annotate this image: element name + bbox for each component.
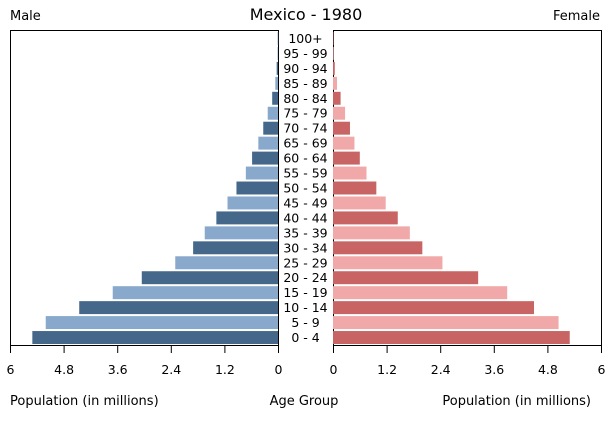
female-bar — [333, 106, 346, 120]
male-bar — [175, 256, 278, 270]
male-bar — [141, 271, 278, 285]
female-bar — [333, 316, 559, 330]
male-bar — [112, 286, 278, 300]
age-group-label: 50 - 54 — [283, 181, 327, 196]
male-bar — [272, 91, 278, 105]
axis-tick-label: 3.6 — [108, 362, 128, 377]
axis-tick-label: 1.2 — [215, 362, 235, 377]
male-bar — [258, 136, 278, 150]
age-group-label: 40 - 44 — [283, 210, 327, 225]
age-group-label: 10 - 14 — [283, 300, 327, 315]
axis-tick-label: 3.6 — [484, 362, 504, 377]
age-group-label: 0 - 4 — [291, 330, 319, 345]
age-group-label: 45 - 49 — [283, 195, 327, 210]
age-group-label: 80 - 84 — [283, 91, 327, 106]
female-x-axis: 0 1.2 2.4 3.6 4.8 6 — [330, 345, 606, 377]
age-group-label: 30 - 34 — [283, 240, 327, 255]
female-bar — [333, 91, 341, 105]
female-bar — [333, 271, 479, 285]
male-bar — [252, 151, 278, 165]
female-bar — [333, 301, 534, 315]
female-bars — [333, 32, 570, 344]
female-bar — [333, 121, 350, 135]
female-bar — [333, 46, 334, 60]
age-group-label: 70 - 74 — [283, 121, 327, 136]
age-group-label: 95 - 99 — [283, 46, 327, 61]
female-bar — [333, 211, 398, 225]
male-bars — [32, 32, 279, 344]
axis-tick-label: 2.4 — [431, 362, 451, 377]
female-bar — [333, 286, 508, 300]
male-bar — [204, 226, 278, 240]
age-group-label: 75 - 79 — [283, 106, 327, 121]
female-bar — [333, 256, 443, 270]
male-bar — [216, 211, 278, 225]
female-bar — [333, 151, 360, 165]
age-group-label: 90 - 94 — [283, 61, 327, 76]
female-bar — [333, 166, 367, 180]
age-group-label: 20 - 24 — [283, 270, 327, 285]
male-x-axis-label: Population (in millions) — [10, 394, 159, 409]
male-x-axis: 6 4.8 3.6 2.4 1.2 0 — [7, 345, 283, 377]
male-bar — [267, 106, 278, 120]
age-group-label: 85 - 89 — [283, 76, 327, 91]
age-group-label: 100+ — [288, 31, 322, 46]
axis-tick-label: 0 — [275, 362, 283, 377]
female-bar — [333, 136, 355, 150]
male-bar — [263, 121, 278, 135]
axis-tick-label: 6 — [598, 362, 606, 377]
axis-tick-label: 4.8 — [538, 362, 558, 377]
chart-title: Mexico - 1980 — [250, 5, 363, 24]
female-bar — [333, 61, 335, 75]
male-bar — [236, 181, 278, 195]
axis-tick-label: 1.2 — [377, 362, 397, 377]
male-bar — [45, 316, 278, 330]
male-bar — [277, 46, 279, 60]
age-group-label: 5 - 9 — [291, 315, 319, 330]
age-group-label: 35 - 39 — [283, 225, 327, 240]
male-bar — [275, 76, 278, 90]
male-bar — [193, 241, 278, 255]
age-group-axis-label: Age Group — [270, 394, 339, 409]
male-bar — [227, 196, 278, 210]
male-bar — [276, 61, 278, 75]
female-bar — [333, 32, 334, 45]
age-group-label: 55 - 59 — [283, 166, 327, 181]
female-x-axis-label: Population (in millions) — [442, 394, 591, 409]
age-group-label: 15 - 19 — [283, 285, 327, 300]
axis-tick-label: 4.8 — [54, 362, 74, 377]
male-bar — [277, 32, 279, 45]
age-group-label: 65 - 69 — [283, 136, 327, 151]
female-bar — [333, 331, 570, 344]
age-group-label: 25 - 29 — [283, 255, 327, 270]
female-bar — [333, 241, 423, 255]
female-header: Female — [553, 9, 600, 24]
female-bar — [333, 76, 338, 90]
axis-tick-label: 0 — [330, 362, 338, 377]
male-bar — [79, 301, 278, 315]
female-bar — [333, 196, 386, 210]
male-header: Male — [10, 9, 41, 24]
female-bar — [333, 226, 410, 240]
male-bar — [32, 331, 279, 344]
axis-tick-label: 6 — [7, 362, 15, 377]
age-group-label: 60 - 64 — [283, 151, 327, 166]
female-bar — [333, 181, 377, 195]
male-bar — [245, 166, 278, 180]
axis-tick-label: 2.4 — [161, 362, 181, 377]
